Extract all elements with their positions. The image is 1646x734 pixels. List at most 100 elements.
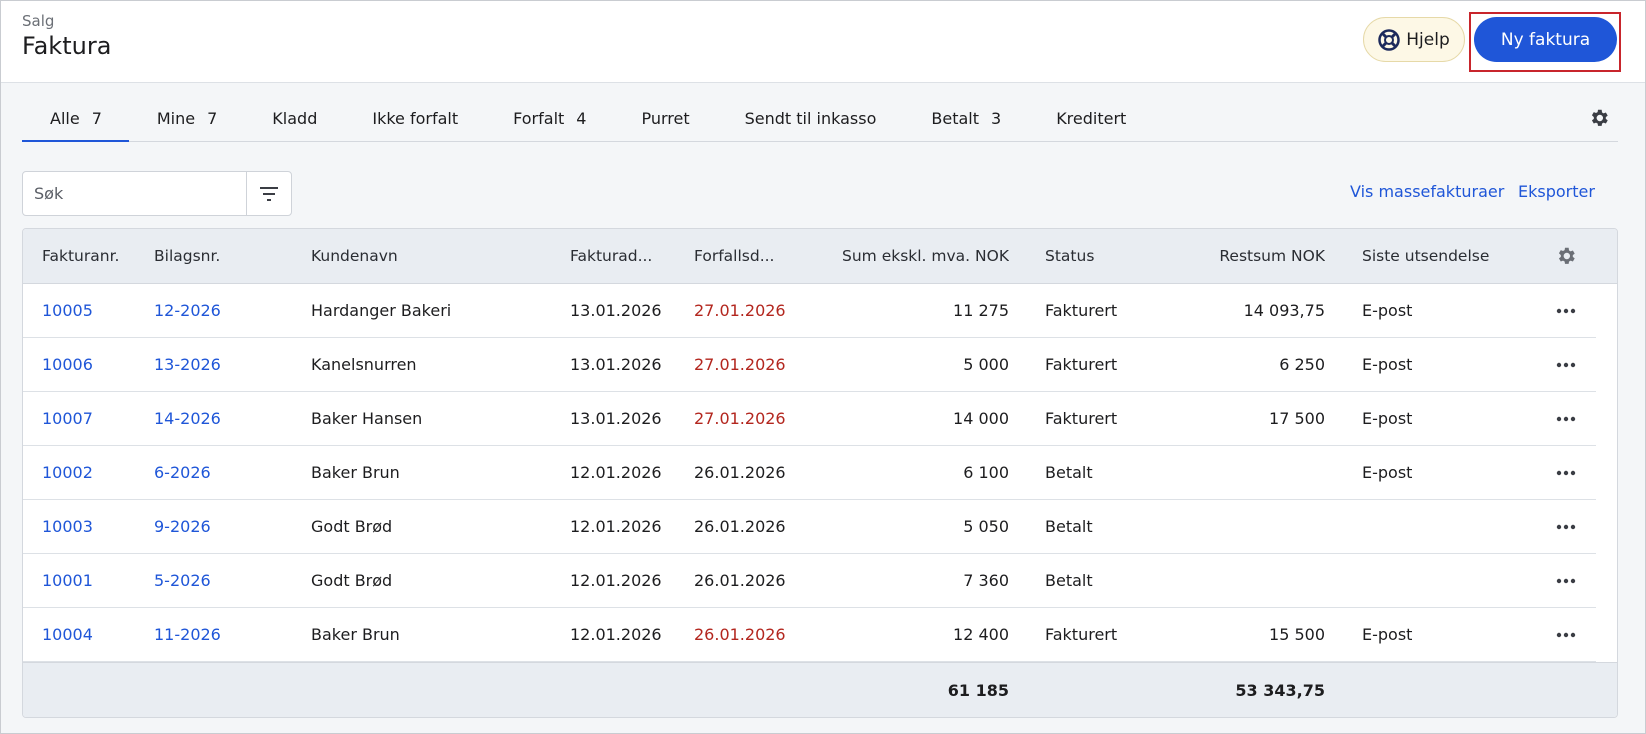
row-menu[interactable] <box>1536 578 1596 584</box>
customer-name: Godt Brød <box>311 571 393 590</box>
table-row[interactable]: 10004 11-2026 Baker Brun 12.01.2026 26.01.20… <box>23 608 1596 662</box>
mass-invoices-link[interactable]: Vis massefakturaer <box>1350 182 1505 201</box>
voucher-number[interactable]: 5-2026 <box>154 571 211 590</box>
sum-excl-vat: 6 100 <box>963 463 1009 482</box>
voucher-number[interactable]: 14-2026 <box>154 409 221 428</box>
due-date: 27.01.2026 <box>694 355 786 374</box>
column-header[interactable]: Forfallsd... <box>694 247 775 265</box>
customer-name: Kanelsnurren <box>311 355 417 374</box>
invoice-date: 12.01.2026 <box>570 571 662 590</box>
column-header[interactable]: Fakturanr. <box>42 247 120 265</box>
tab-label: Kladd <box>272 109 318 128</box>
tab[interactable]: Forfalt 4 <box>485 101 613 142</box>
table-row[interactable]: 10006 13-2026 Kanelsnurren 13.01.2026 27.01.… <box>23 338 1596 392</box>
invoice-number[interactable]: 10002 <box>42 463 93 482</box>
more-icon <box>1556 308 1576 313</box>
tab[interactable]: Kreditert <box>1028 101 1153 142</box>
column-header[interactable]: Sum ekskl. mva. NOK <box>842 247 1009 265</box>
tab-count: 7 <box>207 109 218 128</box>
breadcrumb[interactable]: Salg <box>22 12 55 30</box>
invoice-date: 12.01.2026 <box>570 517 662 536</box>
invoice-number[interactable]: 10004 <box>42 625 93 644</box>
row-menu[interactable] <box>1536 362 1596 368</box>
last-dispatch: E-post <box>1362 409 1413 428</box>
row-menu[interactable] <box>1536 470 1596 476</box>
tab-label: Forfalt <box>513 109 565 128</box>
tab[interactable]: Alle 7 <box>22 101 129 142</box>
tab-label: Betalt <box>931 109 979 128</box>
voucher-number[interactable]: 12-2026 <box>154 301 221 320</box>
voucher-number[interactable]: 11-2026 <box>154 625 221 644</box>
voucher-number[interactable]: 13-2026 <box>154 355 221 374</box>
invoice-date: 13.01.2026 <box>570 355 662 374</box>
more-icon <box>1556 362 1576 367</box>
status: Betalt <box>1045 571 1093 590</box>
customer-name: Godt Brød <box>311 517 393 536</box>
table-row[interactable]: 10003 9-2026 Godt Brød 12.01.2026 26.01.2026… <box>23 500 1596 554</box>
tab-settings[interactable] <box>1588 107 1610 129</box>
search-box[interactable]: Søk <box>22 171 292 216</box>
table-footer: 61 185 53 343,75 <box>23 662 1617 717</box>
invoice-number[interactable]: 10006 <box>42 355 93 374</box>
column-header[interactable]: Kundenavn <box>311 247 398 265</box>
page-title: Faktura <box>22 32 112 60</box>
remaining-sum: 17 500 <box>1269 409 1325 428</box>
tab[interactable]: Betalt 3 <box>903 101 1028 142</box>
tab[interactable]: Sendt til inkasso <box>717 101 904 142</box>
filter-button[interactable] <box>247 172 291 215</box>
highlight-frame <box>1469 12 1621 72</box>
remaining-sum: 14 093,75 <box>1243 301 1325 320</box>
invoice-number[interactable]: 10005 <box>42 301 93 320</box>
table-row[interactable]: 10002 6-2026 Baker Brun 12.01.2026 26.01.202… <box>23 446 1596 500</box>
table-row[interactable]: 10007 14-2026 Baker Hansen 13.01.2026 27.01.… <box>23 392 1596 446</box>
remaining-sum: 6 250 <box>1279 355 1325 374</box>
tab-count: 3 <box>991 109 1002 128</box>
column-header[interactable]: Siste utsendelse <box>1362 247 1490 265</box>
column-header[interactable]: Restsum NOK <box>1219 247 1325 265</box>
customer-name: Baker Hansen <box>311 409 423 428</box>
due-date: 26.01.2026 <box>694 625 786 644</box>
tab-bar: Alle 7 Mine 7 Kladd Ikke forfalt Forfalt 4 Purre… <box>22 101 1618 142</box>
invoice-number[interactable]: 10001 <box>42 571 93 590</box>
status: Fakturert <box>1045 355 1118 374</box>
invoice-date: 12.01.2026 <box>570 625 662 644</box>
due-date: 26.01.2026 <box>694 517 786 536</box>
column-header[interactable]: Status <box>1045 247 1095 265</box>
tab[interactable]: Mine 7 <box>129 101 244 142</box>
search-placeholder[interactable]: Søk <box>23 172 247 215</box>
column-header[interactable]: Bilagsnr. <box>154 247 221 265</box>
table-row[interactable]: 10001 5-2026 Godt Brød 12.01.2026 26.01.2026… <box>23 554 1596 608</box>
tab-label: Kreditert <box>1056 109 1127 128</box>
voucher-number[interactable]: 6-2026 <box>154 463 211 482</box>
help-button[interactable]: Hjelp <box>1363 17 1465 62</box>
status: Betalt <box>1045 517 1093 536</box>
tab[interactable]: Purret <box>613 101 716 142</box>
due-date: 26.01.2026 <box>694 571 786 590</box>
status: Fakturert <box>1045 301 1118 320</box>
more-icon <box>1556 416 1576 421</box>
new-invoice-button[interactable]: Ny faktura <box>1474 17 1617 62</box>
voucher-number[interactable]: 9-2026 <box>154 517 211 536</box>
row-menu[interactable] <box>1536 416 1596 422</box>
total-restsum: 53 343,75 <box>1235 680 1325 700</box>
table-row[interactable]: 10005 12-2026 Hardanger Bakeri 13.01.2026 27… <box>23 284 1596 338</box>
row-menu[interactable] <box>1536 524 1596 530</box>
last-dispatch: E-post <box>1362 301 1413 320</box>
gear-icon <box>1558 247 1575 264</box>
invoice-number[interactable]: 10007 <box>42 409 93 428</box>
invoice-number[interactable]: 10003 <box>42 517 93 536</box>
more-icon <box>1556 578 1576 583</box>
export-link[interactable]: Eksporter <box>1518 182 1595 201</box>
column-header[interactable]: Fakturad... <box>570 247 653 265</box>
more-icon <box>1556 632 1576 637</box>
sum-excl-vat: 11 275 <box>953 301 1009 320</box>
tab[interactable]: Ikke forfalt <box>344 101 485 142</box>
status: Fakturert <box>1045 409 1118 428</box>
row-menu[interactable] <box>1536 632 1596 638</box>
column-settings[interactable] <box>1536 245 1596 267</box>
row-menu[interactable] <box>1536 308 1596 314</box>
tab[interactable]: Kladd <box>244 101 344 142</box>
more-icon <box>1556 524 1576 529</box>
help-label: Hjelp <box>1406 29 1450 50</box>
total-sum: 61 185 <box>947 680 1009 700</box>
